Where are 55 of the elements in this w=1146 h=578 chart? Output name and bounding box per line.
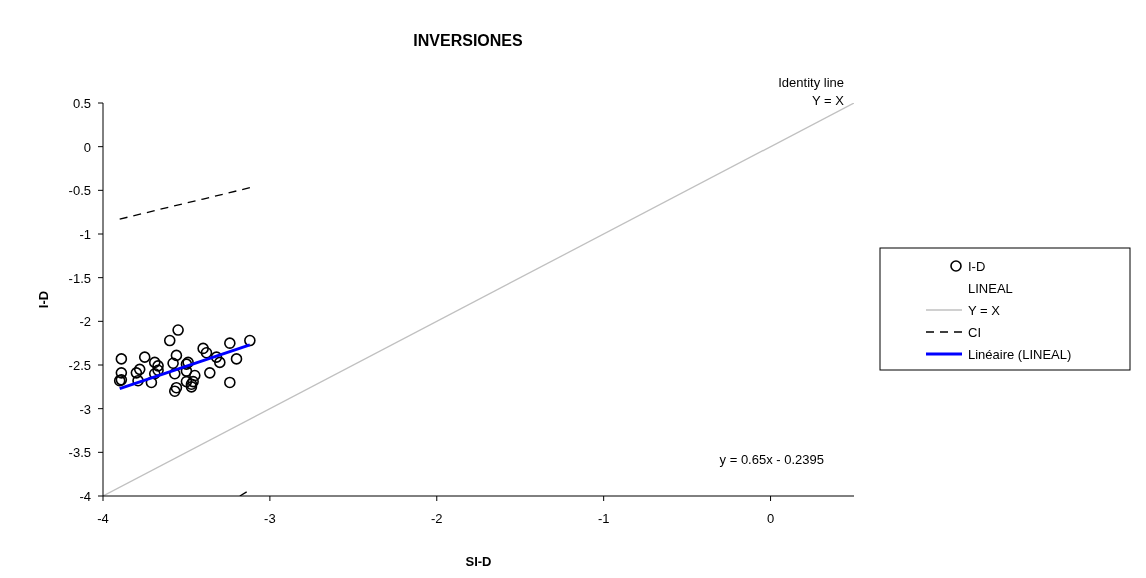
y-tick-label: -3.5	[68, 445, 91, 461]
point	[214, 356, 226, 369]
point	[148, 356, 161, 369]
point	[163, 334, 176, 347]
point	[130, 367, 143, 379]
point	[230, 353, 243, 365]
point	[138, 351, 151, 363]
x-tick-label: -3	[264, 511, 276, 526]
point	[200, 346, 213, 359]
point	[115, 353, 128, 365]
annotation: Y = X	[812, 93, 845, 108]
point	[172, 324, 184, 336]
point	[204, 367, 216, 379]
point	[244, 334, 256, 347]
x-axis-title: SI-D	[465, 554, 492, 569]
y-tick-label: -2.5	[68, 358, 91, 373]
point	[133, 363, 146, 376]
x-tick-label: -1	[597, 511, 610, 526]
point	[188, 369, 201, 382]
annotation: y = 0.65x - 0.2395	[719, 452, 824, 467]
chart-title: INVERSIONES	[413, 32, 524, 49]
point	[170, 349, 183, 362]
y-tick-label: -1	[79, 227, 91, 242]
text: LINEAL	[968, 281, 1013, 296]
point	[197, 342, 209, 355]
point	[224, 376, 236, 389]
point	[148, 367, 161, 380]
text: Identity line	[778, 75, 844, 90]
point	[170, 381, 183, 394]
point	[210, 351, 223, 363]
x-tick-label: 0	[766, 511, 775, 526]
point	[180, 375, 193, 388]
y-tick-label: 0	[83, 139, 91, 155]
x-tick-label: -2	[431, 511, 443, 526]
point	[168, 367, 181, 380]
y-tick-label: -1.5	[68, 270, 91, 286]
point	[132, 374, 144, 387]
legend-label: CI	[968, 325, 981, 340]
point	[168, 385, 181, 397]
y-tick-label: -2	[79, 314, 91, 330]
y-tick-label: -4	[79, 489, 91, 504]
y-axis-title: I-D	[36, 290, 51, 309]
point	[152, 360, 164, 372]
point	[224, 337, 236, 349]
y-tick-label: 0.5	[72, 96, 91, 111]
point	[180, 365, 193, 377]
legend-label: I-D	[968, 259, 986, 274]
point	[115, 367, 128, 379]
legend-label: Linéaire (LINEAL)	[968, 347, 1072, 362]
point	[167, 357, 179, 370]
x-tick-label: -4	[97, 511, 109, 526]
legend-label: Y = X	[968, 303, 1001, 318]
line-series	[119, 187, 251, 220]
y-tick-label: -0.5	[68, 183, 91, 199]
y-tick-label: -3	[79, 401, 91, 417]
